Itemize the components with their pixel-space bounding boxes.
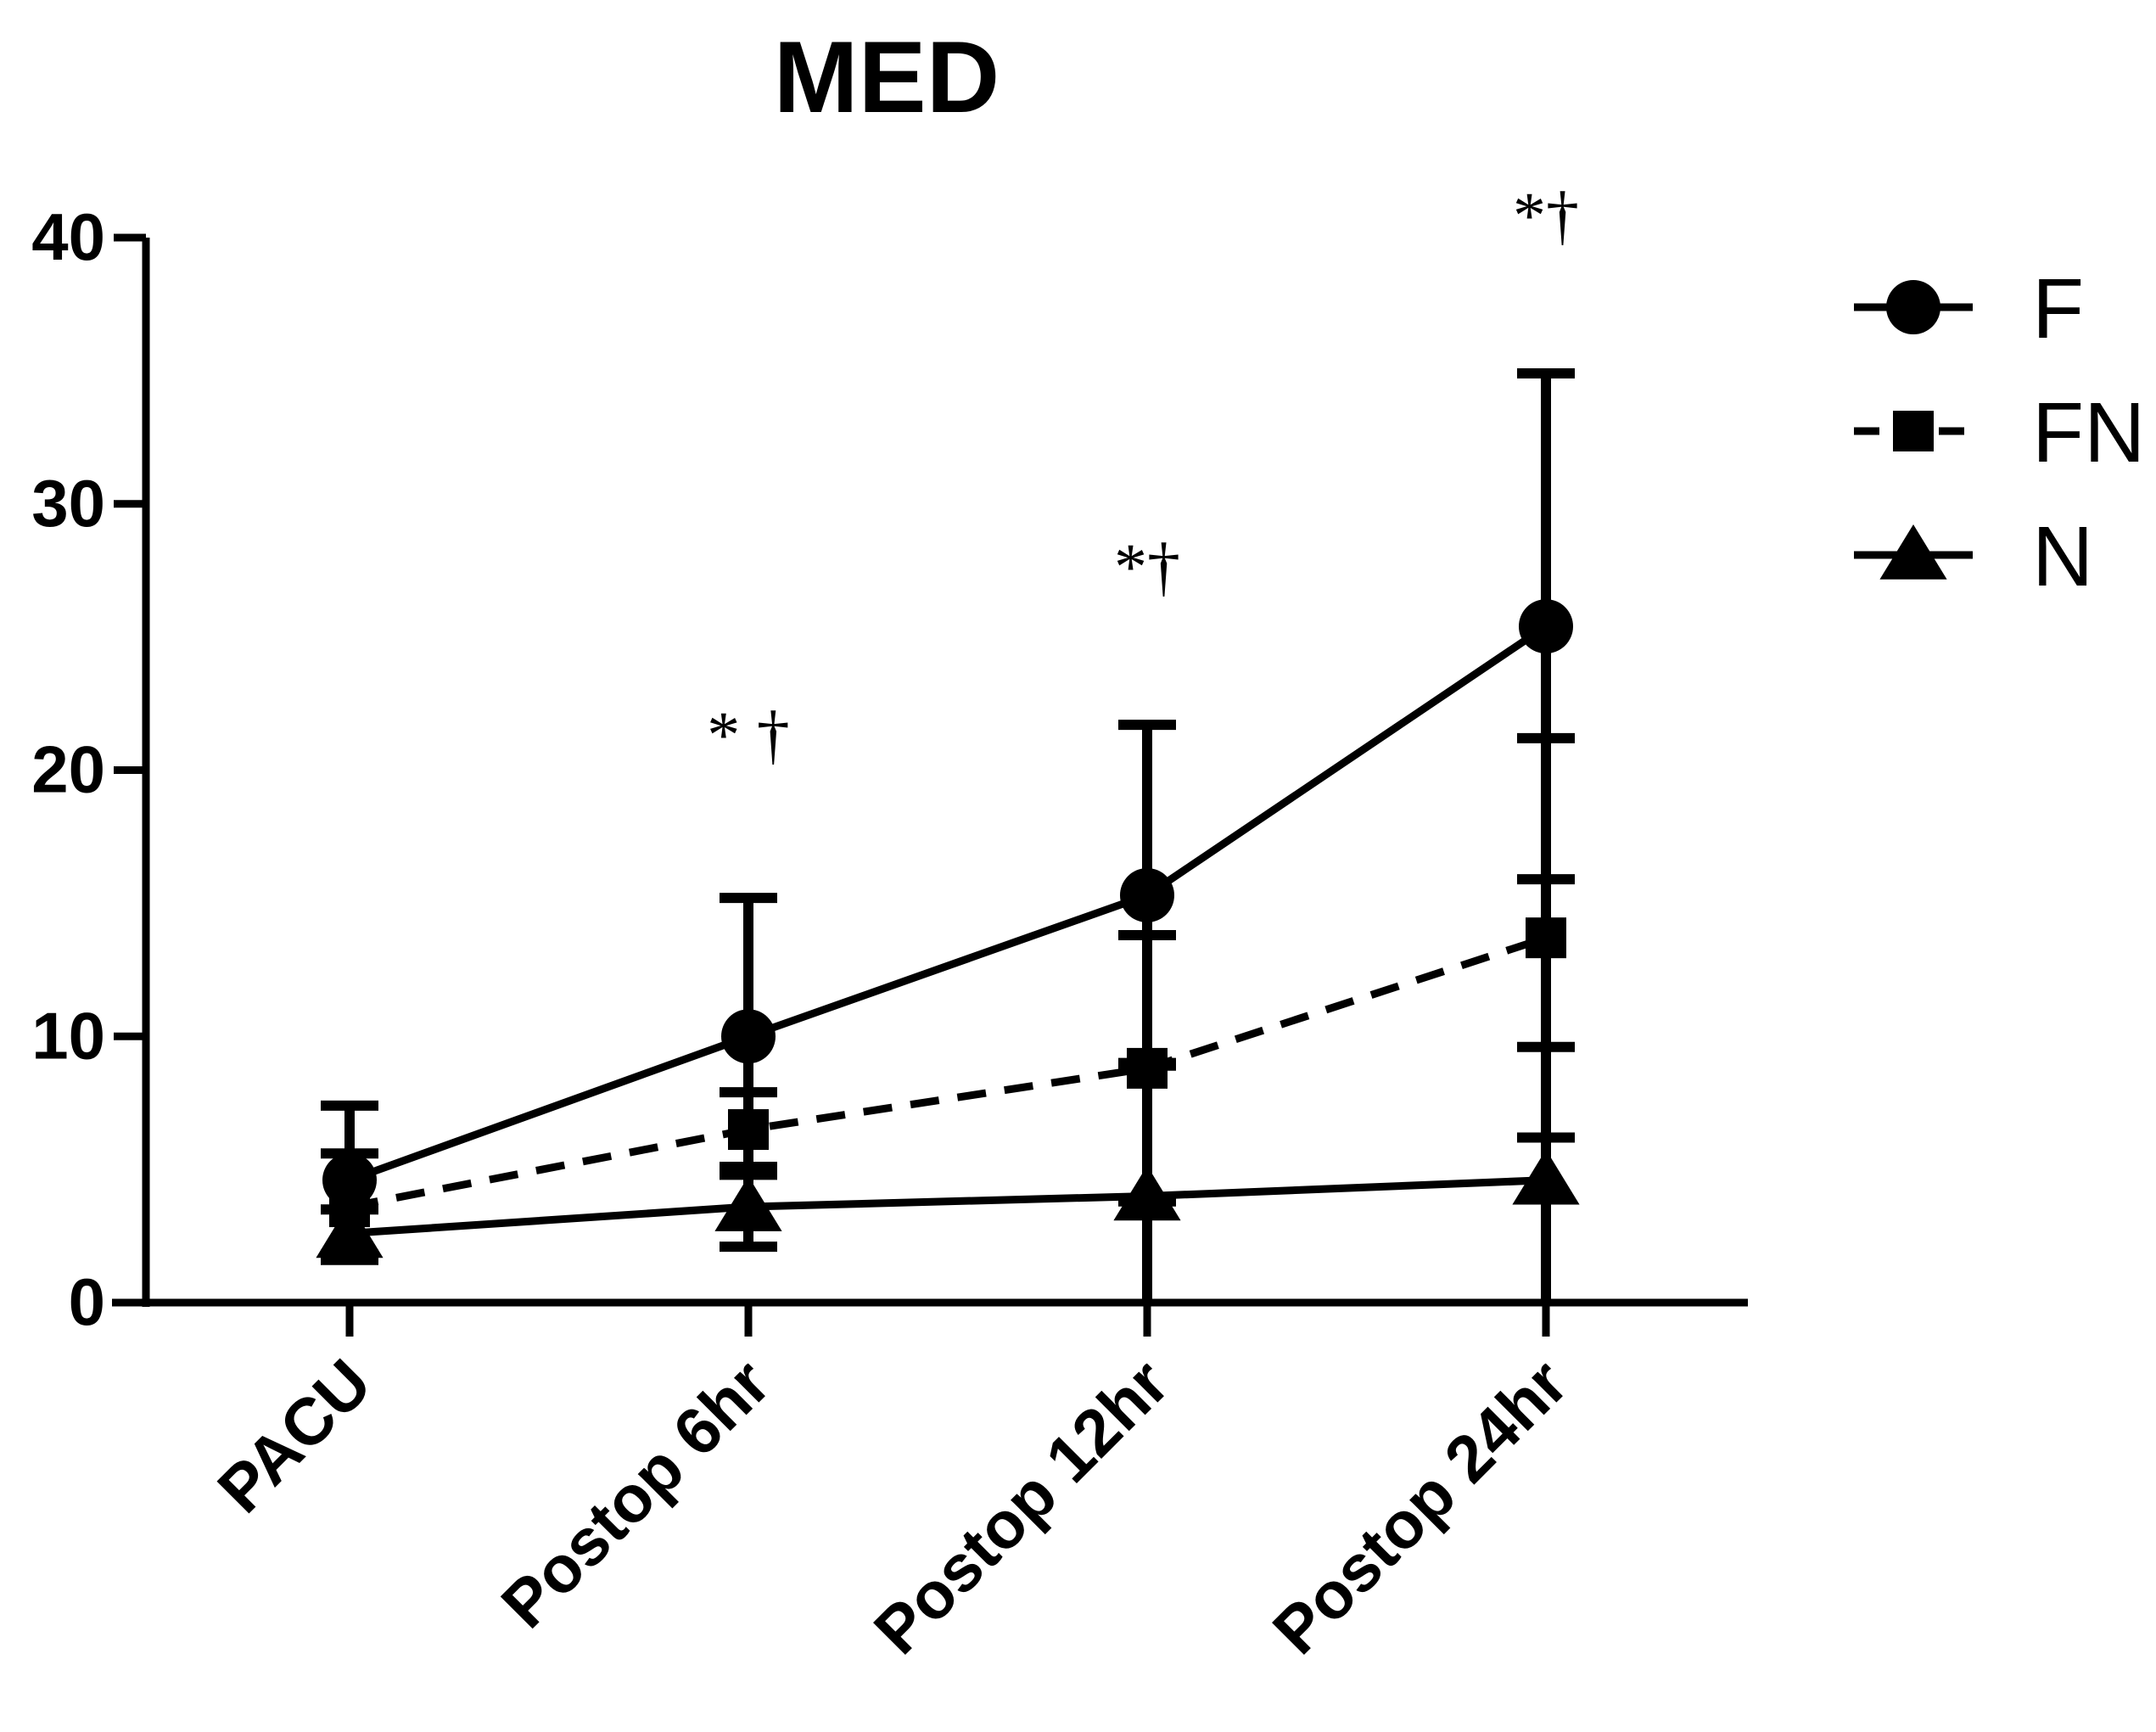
legend-item-F: F	[1854, 261, 2084, 356]
chart-title: MED	[774, 20, 1000, 134]
data-point-FN	[728, 1109, 769, 1151]
x-tick-label: Postop 12hr	[860, 1345, 1183, 1668]
data-point-N	[1113, 1165, 1181, 1221]
y-tick-label: 20	[31, 732, 105, 807]
legend-item-FN: FN	[1854, 385, 2145, 480]
data-point-F	[721, 1009, 776, 1064]
data-point-F	[1120, 867, 1174, 922]
axes: 0 10 20 30 40 PACU Postop 6hr Postop 12hr Postop…	[31, 199, 1748, 1668]
significance-annotation: *†	[1513, 178, 1579, 252]
legend-marker	[1879, 524, 1947, 580]
annotation-layer: * † *† *†	[707, 178, 1579, 771]
series-line-F	[348, 623, 1548, 1184]
data-point-FN	[1526, 917, 1566, 959]
x-tick-label: Postop 24hr	[1258, 1345, 1582, 1668]
legend-item-N: N	[1854, 509, 2093, 604]
series-layer	[316, 368, 1580, 1303]
legend: F FN N	[1854, 261, 2145, 604]
legend-label: F	[2032, 261, 2084, 356]
series-N	[316, 1149, 1580, 1258]
x-tick-label: Postop 6hr	[487, 1345, 784, 1642]
data-point-N	[714, 1176, 782, 1231]
data-point-FN	[1127, 1047, 1168, 1089]
data-point-F	[1519, 599, 1573, 654]
x-tick-label: PACU	[204, 1345, 385, 1527]
data-point-N	[1512, 1149, 1580, 1205]
series-line-N	[349, 1176, 1547, 1237]
y-tick-label: 10	[31, 998, 105, 1073]
significance-annotation: *†	[1114, 530, 1180, 603]
y-tick-label: 0	[69, 1264, 105, 1339]
legend-marker	[1886, 280, 1940, 334]
error-bars-FN	[321, 732, 1575, 1265]
series-line-FN	[349, 933, 1548, 1211]
series-FN	[329, 917, 1566, 1228]
legend-label: N	[2032, 509, 2093, 604]
series-F	[322, 599, 1573, 1208]
significance-annotation: * †	[707, 698, 790, 771]
y-tick-label: 40	[31, 199, 105, 274]
legend-label: FN	[2032, 385, 2145, 480]
y-tick-label: 30	[31, 466, 105, 541]
legend-marker	[1893, 411, 1934, 451]
data-point-N	[316, 1202, 384, 1258]
